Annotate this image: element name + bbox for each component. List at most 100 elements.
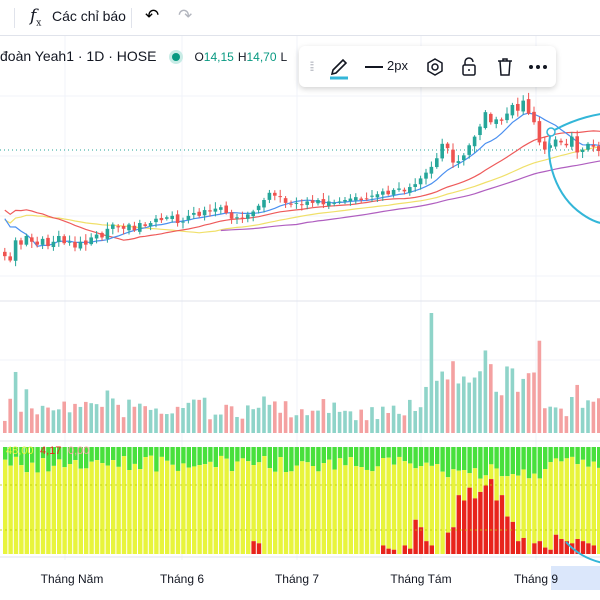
candle-body [559, 140, 563, 143]
osc-green-bar [429, 447, 434, 466]
osc-yellow-bar [111, 460, 116, 554]
candle-body [370, 195, 374, 197]
symbol-title[interactable]: đoàn Yeah1 · 1D · HOSE [0, 48, 157, 64]
redo-icon[interactable]: ↷ [178, 6, 193, 25]
candle-body [219, 207, 223, 210]
volume-bar [240, 418, 245, 433]
osc-yellow-bar [278, 457, 283, 554]
candle-body [181, 221, 185, 223]
volume-bar [159, 413, 164, 433]
volume-bar [100, 406, 104, 433]
osc-yellow-bar [591, 461, 596, 546]
candle-body [3, 251, 7, 257]
osc-green-bar [251, 447, 256, 466]
osc-green-bar [548, 447, 553, 463]
x-tick-label: Tháng 6 [160, 572, 204, 586]
drawing-handle[interactable] [546, 127, 556, 137]
volume-bar [467, 382, 471, 433]
osc-green-bar [597, 447, 600, 468]
drawing-shape[interactable] [546, 113, 600, 564]
candle-body [267, 192, 272, 200]
volume-bar [316, 410, 320, 433]
osc-red-bar [553, 534, 559, 554]
indicators-button[interactable]: Các chỉ báo [52, 8, 126, 24]
more-icon[interactable] [527, 46, 549, 87]
candle-body [478, 126, 482, 136]
volume-bar [332, 402, 336, 433]
candle-body [62, 236, 66, 244]
candle-body [186, 215, 191, 220]
osc-green-bar [505, 447, 510, 477]
osc-green-bar [532, 447, 537, 474]
candle-body [143, 224, 147, 226]
osc-red-bar [564, 541, 569, 554]
volume-bar [478, 371, 482, 433]
osc-yellow-bar [262, 456, 267, 554]
pencil-icon[interactable] [327, 46, 351, 87]
osc-green-bar [435, 447, 440, 465]
osc-green-bar [402, 447, 407, 462]
line-width-label[interactable]: 2px [387, 58, 408, 73]
candle-body [159, 217, 164, 221]
x-tick-label: Tháng 9 [514, 572, 558, 586]
osc-green-bar [105, 447, 110, 466]
volume-bar [229, 406, 234, 433]
candle-body [13, 240, 18, 261]
osc-green-bar [510, 447, 515, 475]
candle-body [138, 223, 142, 232]
osc-green-bar [283, 447, 289, 473]
osc-green-bar [456, 447, 461, 471]
toolbar-separator [14, 8, 15, 28]
undo-icon[interactable]: ↶ [145, 6, 160, 25]
time-axis[interactable]: Tháng Năm Tháng 6 Tháng 7 Tháng Tám Thán… [41, 572, 559, 586]
osc-green-bar [310, 447, 316, 467]
volume-bar [213, 414, 218, 433]
osc-green-bar [494, 447, 499, 469]
candle-body [386, 190, 390, 195]
grip-icon[interactable]: ⁞⁞ [309, 59, 314, 74]
settings-icon[interactable] [424, 46, 446, 87]
osc-green-bar [246, 447, 251, 462]
candle-body [451, 149, 455, 163]
osc-green-bar [575, 447, 580, 465]
volume-bar [94, 404, 99, 433]
volume-bar [440, 371, 444, 433]
osc-yellow-bar [35, 472, 40, 554]
osc-green-bar [370, 447, 375, 472]
osc-green-bar [132, 447, 137, 464]
osc-green-bar [386, 447, 391, 458]
candle-body [240, 217, 245, 219]
candle-body [483, 112, 488, 129]
volume-bar [359, 409, 363, 433]
candle-body [413, 184, 417, 187]
candle-body [89, 237, 93, 245]
trash-icon[interactable] [494, 46, 516, 87]
osc-green-bar [424, 447, 429, 463]
osc-green-bar [262, 447, 267, 457]
candle-body [575, 136, 579, 153]
volume-bar [402, 415, 407, 433]
candle-body [94, 234, 99, 239]
osc-green-bar [165, 447, 170, 461]
osc-green-bar [489, 447, 494, 465]
lock-icon[interactable] [458, 46, 480, 87]
candle-body [467, 145, 471, 155]
osc-yellow-bar [483, 475, 488, 486]
osc-yellow-bar [564, 458, 569, 542]
moving-averages [4, 112, 600, 247]
osc-red-bar [256, 543, 262, 554]
osc-yellow-bar [548, 462, 553, 550]
indicator-value-1: 48,00 [6, 445, 34, 457]
candle-body [580, 149, 585, 153]
osc-green-bar [537, 447, 542, 479]
indicators-fx-icon[interactable]: fx [30, 6, 42, 29]
candle-body [278, 196, 282, 198]
line-width-icon[interactable] [363, 46, 385, 87]
osc-yellow-bar [13, 456, 19, 554]
candle-body [154, 218, 158, 223]
market-status-icon[interactable] [172, 52, 181, 61]
volume-bar [597, 398, 600, 433]
volume-bar [580, 407, 585, 433]
osc-red-bar [418, 527, 424, 554]
